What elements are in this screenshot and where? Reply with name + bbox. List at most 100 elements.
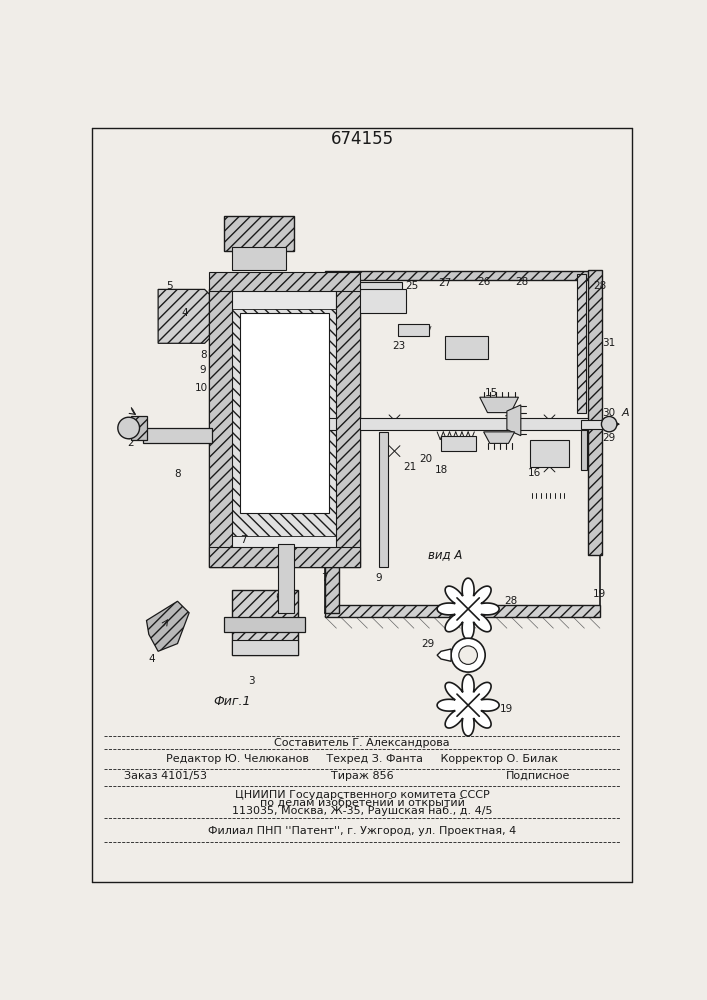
Polygon shape (480, 397, 518, 413)
Text: 2: 2 (128, 438, 134, 448)
Text: Редактор Ю. Челюканов     Техред З. Фанта     Корректор О. Билак: Редактор Ю. Челюканов Техред З. Фанта Ко… (166, 754, 558, 764)
Bar (209, 547, 360, 567)
Text: 20: 20 (419, 454, 432, 464)
Bar (232, 640, 298, 655)
Polygon shape (484, 432, 515, 443)
Bar (232, 309, 337, 536)
Text: Филиал ПНП ''Патент'', г. Ужгород, ул. Проектная, 4: Филиал ПНП ''Патент'', г. Ужгород, ул. П… (208, 826, 516, 836)
Bar (325, 605, 600, 617)
Text: 15: 15 (485, 388, 498, 398)
Text: 1: 1 (259, 485, 266, 495)
Circle shape (118, 417, 139, 439)
Bar (209, 289, 360, 567)
Bar (232, 590, 298, 655)
Bar (580, 420, 604, 429)
Bar (143, 428, 212, 443)
Text: 17: 17 (543, 446, 556, 456)
Bar (224, 617, 305, 632)
Text: 27: 27 (438, 278, 452, 288)
Text: 9: 9 (200, 365, 206, 375)
Text: 4: 4 (182, 308, 189, 318)
Bar (588, 270, 602, 555)
Text: 23: 23 (392, 341, 405, 351)
Bar (577, 274, 586, 413)
Bar (337, 289, 406, 312)
Text: 9: 9 (375, 573, 382, 583)
Text: 5: 5 (347, 281, 354, 291)
Text: Тираж 856: Тираж 856 (331, 771, 393, 781)
Circle shape (602, 416, 617, 432)
Circle shape (451, 638, 485, 672)
Text: ЦНИИПИ Государственного комитета СССР: ЦНИИПИ Государственного комитета СССР (235, 790, 489, 800)
Bar (337, 289, 360, 567)
Text: 3: 3 (236, 236, 243, 246)
Text: 24: 24 (468, 342, 481, 352)
Text: вид А: вид А (428, 549, 462, 562)
Text: 28: 28 (515, 277, 529, 287)
Bar (209, 272, 360, 291)
Text: 29: 29 (602, 433, 616, 443)
Bar (240, 312, 329, 513)
Text: Заказ 4101/53: Заказ 4101/53 (124, 771, 207, 781)
Text: 10: 10 (195, 383, 208, 393)
Text: 7: 7 (322, 573, 328, 583)
Bar (340, 282, 402, 297)
Text: 3: 3 (248, 676, 255, 686)
Bar (445, 336, 488, 359)
Text: 5: 5 (166, 281, 173, 291)
Text: 11: 11 (256, 492, 269, 502)
Text: 16: 16 (527, 468, 541, 478)
Polygon shape (437, 649, 451, 661)
Polygon shape (309, 289, 360, 343)
Polygon shape (507, 405, 521, 436)
Bar (224, 216, 293, 251)
Polygon shape (437, 674, 499, 736)
Text: 8: 8 (200, 350, 206, 360)
Text: 6: 6 (275, 592, 281, 602)
Text: 8: 8 (174, 469, 181, 479)
Bar (325, 418, 588, 430)
Bar (398, 324, 429, 336)
Text: 29: 29 (421, 639, 434, 649)
Text: Фиг.1: Фиг.1 (213, 695, 250, 708)
Text: Составитель Г. Александрова: Составитель Г. Александрова (274, 738, 450, 748)
Text: 26: 26 (477, 277, 490, 287)
Text: 28: 28 (593, 281, 607, 291)
Bar (325, 274, 339, 613)
Text: 14: 14 (504, 415, 518, 425)
Bar (325, 271, 600, 280)
Bar (441, 436, 476, 451)
Text: 6: 6 (283, 622, 289, 632)
Text: 31: 31 (602, 338, 616, 348)
Polygon shape (437, 578, 499, 640)
Bar (379, 432, 388, 567)
Text: 4: 4 (148, 654, 156, 664)
Text: 21: 21 (404, 462, 416, 472)
Text: 19: 19 (501, 704, 513, 714)
Bar (131, 416, 146, 440)
Text: 7: 7 (240, 535, 247, 545)
Text: 28: 28 (504, 596, 518, 606)
Text: Фиг.2: Фиг.2 (450, 699, 487, 712)
Text: 19: 19 (593, 589, 607, 599)
Text: Подписное: Подписное (506, 771, 570, 781)
Text: по делам изобретений и открытий: по делам изобретений и открытий (259, 798, 464, 808)
Text: 32: 32 (345, 283, 358, 293)
Text: 7: 7 (334, 542, 341, 552)
Bar (580, 424, 587, 470)
Polygon shape (146, 601, 189, 651)
Text: 22: 22 (438, 421, 452, 431)
Circle shape (459, 646, 477, 664)
Text: 6: 6 (279, 236, 286, 246)
Bar (209, 289, 232, 567)
Text: 113035, Москва, Ж-35, Раушская наб., д. 4/5: 113035, Москва, Ж-35, Раушская наб., д. … (232, 806, 492, 816)
Bar (232, 247, 286, 270)
Bar (530, 440, 569, 466)
Text: 13: 13 (493, 435, 506, 445)
Text: 12: 12 (268, 431, 281, 441)
Bar (279, 544, 293, 613)
Text: 18: 18 (434, 465, 448, 475)
Polygon shape (158, 289, 212, 343)
Text: 25: 25 (406, 281, 419, 291)
Text: 674155: 674155 (330, 130, 394, 148)
